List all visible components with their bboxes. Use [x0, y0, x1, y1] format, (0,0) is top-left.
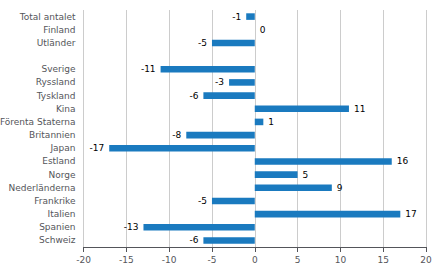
svg-text:0: 0 [260, 25, 266, 35]
svg-text:Finland: Finland [43, 25, 75, 35]
svg-text:-15: -15 [119, 255, 134, 265]
svg-text:Italien: Italien [48, 209, 76, 219]
svg-text:Schweiz: Schweiz [39, 235, 76, 245]
svg-text:20: 20 [420, 255, 432, 265]
svg-text:Kina: Kina [56, 104, 76, 114]
svg-text:Ryssland: Ryssland [36, 77, 76, 87]
svg-text:17: 17 [405, 209, 416, 219]
svg-text:-13: -13 [124, 222, 139, 232]
svg-text:5: 5 [303, 170, 309, 180]
svg-text:Utländer: Utländer [37, 38, 76, 48]
svg-text:-10: -10 [162, 255, 177, 265]
svg-text:-5: -5 [198, 38, 207, 48]
svg-text:-5: -5 [207, 255, 216, 265]
svg-text:Nederländerna: Nederländerna [9, 183, 76, 193]
svg-text:16: 16 [397, 156, 409, 166]
svg-text:Förenta Staterna: Förenta Staterna [0, 117, 76, 127]
svg-text:Frankrike: Frankrike [34, 196, 76, 206]
svg-text:Britannien: Britannien [29, 130, 76, 140]
svg-text:Spanien: Spanien [39, 222, 75, 232]
svg-text:9: 9 [337, 183, 343, 193]
svg-text:-20: -20 [76, 255, 91, 265]
svg-text:Norge: Norge [49, 170, 76, 180]
svg-text:0: 0 [252, 255, 258, 265]
svg-text:10: 10 [335, 255, 347, 265]
svg-text:Japan: Japan [49, 143, 75, 153]
svg-text:5: 5 [295, 255, 301, 265]
svg-text:-11: -11 [141, 64, 156, 74]
svg-text:Estland: Estland [42, 156, 75, 166]
svg-text:Tyskland: Tyskland [36, 91, 76, 101]
svg-text:Total antalet: Total antalet [19, 12, 76, 22]
svg-text:11: 11 [354, 104, 365, 114]
svg-text:-8: -8 [172, 130, 181, 140]
svg-text:Sverige: Sverige [42, 64, 76, 74]
svg-text:15: 15 [377, 255, 388, 265]
svg-text:-6: -6 [189, 91, 198, 101]
svg-text:-17: -17 [90, 143, 105, 153]
svg-text:-6: -6 [189, 235, 198, 245]
svg-text:-3: -3 [215, 77, 224, 87]
svg-text:-5: -5 [198, 196, 207, 206]
svg-text:-1: -1 [232, 12, 241, 22]
svg-text:1: 1 [268, 117, 274, 127]
